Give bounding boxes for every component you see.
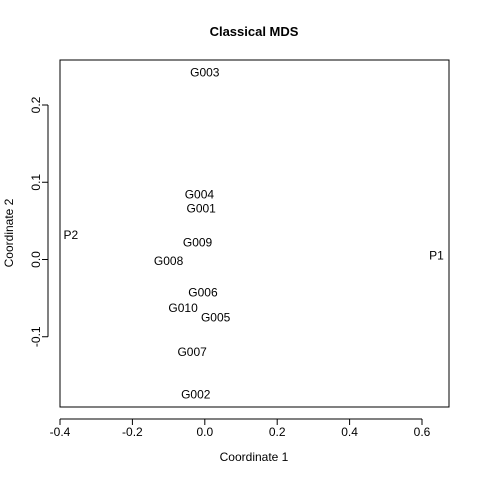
x-axis: -0.4 -0.2 0.0 0.2 0.4 0.6 bbox=[50, 418, 431, 439]
y-tick-label: 0.2 bbox=[29, 96, 43, 113]
point-label: G010 bbox=[168, 301, 198, 315]
point-label: G002 bbox=[181, 388, 211, 402]
x-tick-label: -0.2 bbox=[122, 425, 143, 439]
y-axis-label: Coordinate 2 bbox=[2, 198, 16, 267]
point-label: G007 bbox=[177, 345, 207, 359]
x-axis-label: Coordinate 1 bbox=[220, 450, 289, 464]
chart-title: Classical MDS bbox=[210, 24, 299, 39]
point-label: G006 bbox=[188, 286, 218, 300]
x-tick-label: 0.4 bbox=[341, 425, 358, 439]
point-label: G004 bbox=[185, 188, 215, 202]
point-label: P2 bbox=[64, 228, 79, 242]
y-tick-label: -0.1 bbox=[29, 326, 43, 347]
x-tick-label: 0.0 bbox=[196, 425, 213, 439]
x-tick-label: 0.6 bbox=[414, 425, 431, 439]
x-tick-label: -0.4 bbox=[50, 425, 71, 439]
plot-area-frame bbox=[59, 59, 450, 408]
y-axis: -0.1 0.0 0.1 0.2 bbox=[29, 96, 49, 347]
point-label: G008 bbox=[154, 254, 184, 268]
point-label: P1 bbox=[429, 249, 444, 263]
point-label: G003 bbox=[190, 66, 220, 80]
point-label: G005 bbox=[201, 310, 231, 324]
x-tick-label: 0.2 bbox=[269, 425, 286, 439]
y-tick-label: 0.0 bbox=[29, 251, 43, 268]
point-label: G001 bbox=[187, 202, 217, 216]
y-tick-label: 0.1 bbox=[29, 174, 43, 191]
point-label: G009 bbox=[183, 236, 213, 250]
